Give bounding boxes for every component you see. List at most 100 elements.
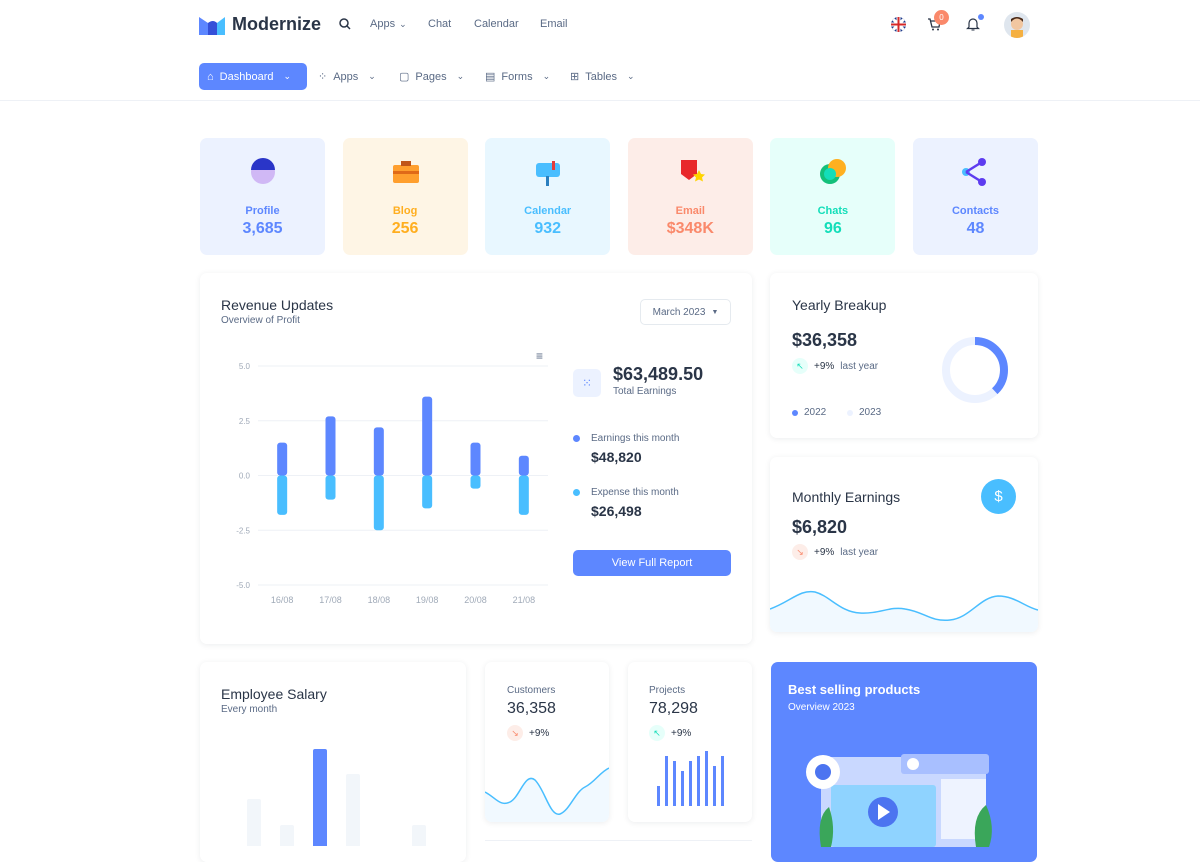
monthly-change: ↘ +9% last year [792, 544, 878, 560]
search-icon[interactable] [339, 17, 351, 35]
stat-value: 256 [391, 220, 419, 237]
expense-bar [325, 475, 336, 500]
top-link-calendar[interactable]: Calendar [474, 18, 519, 30]
x-tick-label: 19/08 [416, 595, 439, 605]
projects-change: ↖ +9% [649, 725, 691, 741]
yearly-change: ↖ +9% last year [792, 358, 878, 374]
profile-icon [251, 158, 275, 184]
card-title: Monthly Earnings [792, 489, 901, 505]
projects-bar [665, 756, 668, 806]
view-full-report-button[interactable]: View Full Report [573, 550, 731, 576]
earnings-dot [573, 435, 580, 442]
stat-card-email[interactable]: Email $348K [627, 138, 753, 255]
projects-bar [673, 761, 676, 806]
top-link-email[interactable]: Email [540, 18, 568, 30]
monthly-earnings-card: Monthly Earnings $ $6,820 ↘ +9% last year [770, 457, 1038, 632]
stat-label: Chats [817, 205, 849, 217]
legend-2022: 2022 [792, 407, 826, 418]
earnings-label: Earnings this month [591, 433, 680, 444]
stat-card-blog[interactable]: Blog 256 [342, 138, 468, 255]
x-tick-label: 21/08 [513, 595, 536, 605]
home-icon: ⌂ [207, 70, 214, 83]
best-selling-card: Best selling products Overview 2023 [771, 662, 1037, 862]
expense-bar [277, 475, 288, 515]
earnings-bar [325, 416, 336, 476]
top-link-apps[interactable]: Apps ⌄ [370, 18, 407, 30]
total-earnings-value: $63,489.50 [613, 364, 704, 384]
salary-bar [346, 774, 360, 846]
email-flag-icon [680, 160, 705, 182]
notification-dot [978, 14, 984, 20]
expense-bar [373, 475, 384, 531]
chart-menu-icon[interactable]: ≡ [536, 349, 544, 363]
card-title: Best selling products [788, 682, 921, 697]
chat-bubbles-icon [820, 159, 847, 184]
stat-value: 932 [534, 220, 562, 237]
bell-icon[interactable] [966, 17, 980, 36]
stat-card-chats[interactable]: Chats 96 [770, 138, 896, 255]
projects-bar [705, 751, 708, 806]
nav-item-pages[interactable]: ▢ Pages ⌄ [399, 70, 465, 84]
nav-item-forms[interactable]: ▤ Forms ⌄ [485, 70, 551, 84]
projects-bar [689, 761, 692, 806]
salary-bar [313, 749, 327, 846]
revenue-chart: 5.0 2.5 0.0 -2.5 -5.0 16/08 17/08 18/08 19/08 20/… [236, 362, 548, 605]
stat-value: 3,685 [242, 220, 283, 237]
file-icon: ▤ [485, 71, 496, 83]
dollar-icon[interactable]: $ [981, 479, 1016, 514]
earnings-bar [518, 455, 529, 476]
expense-value: $26,498 [591, 503, 642, 519]
stat-card-calendar[interactable]: Calendar 932 [485, 138, 611, 255]
card-subtitle: Overview of Profit [221, 315, 300, 326]
projects-bar [681, 771, 684, 806]
x-tick-label: 16/08 [271, 595, 294, 605]
legend-2023: 2023 [847, 407, 881, 418]
earnings-value: $48,820 [591, 449, 642, 465]
stat-label: Calendar [524, 205, 572, 217]
customers-card: Customers 36,358 ↘ +9% [485, 662, 609, 822]
projects-bar [721, 756, 724, 806]
earnings-bar [373, 427, 384, 476]
nav-item-dashboard[interactable]: ⌂ Dashboard ⌄ [199, 63, 307, 90]
card-subtitle: Overview 2023 [788, 702, 855, 713]
x-tick-label: 20/08 [464, 595, 487, 605]
projects-bar [713, 766, 716, 806]
modernize-logo [199, 15, 225, 35]
card-title: Yearly Breakup [792, 297, 887, 313]
projects-bar-chart [657, 751, 724, 806]
x-tick-label: 17/08 [319, 595, 342, 605]
expense-dot [573, 489, 580, 496]
products-illustration [806, 754, 992, 847]
projects-value: 78,298 [649, 700, 698, 717]
donut-2022-segment [942, 337, 1008, 403]
next-card-edge [485, 840, 752, 850]
month-select[interactable]: March 2023 ▼ [640, 299, 731, 325]
stat-card-profile[interactable]: Profile 3,685 [200, 138, 325, 255]
grid-icon: ⁙ [573, 369, 601, 397]
stat-label: Contacts [951, 205, 1000, 217]
expense-label: Expense this month [591, 487, 679, 498]
stat-card-contacts[interactable]: Contacts 48 [913, 138, 1038, 255]
salary-bar [247, 799, 261, 846]
employee-salary-card: Employee Salary Every month [200, 662, 466, 862]
yearly-value: $36,358 [792, 330, 858, 350]
top-link-chat[interactable]: Chat [428, 18, 452, 30]
arrow-up-left-icon: ↖ [792, 358, 808, 374]
nav-item-apps[interactable]: ⁘ Apps ⌄ [318, 70, 376, 84]
stat-value: $348K [666, 220, 714, 237]
salary-bar [280, 825, 294, 846]
earnings-bar [470, 442, 481, 476]
yearly-donut-chart [942, 337, 1008, 403]
stat-label: Blog [392, 205, 418, 217]
earnings-bar [422, 396, 433, 476]
share-nodes-icon [962, 158, 986, 186]
projects-bar [697, 756, 700, 806]
arrow-up-left-icon: ↖ [649, 725, 665, 741]
expense-bar [518, 475, 529, 515]
uk-flag-icon[interactable] [891, 17, 906, 37]
arrow-down-right-icon: ↘ [507, 725, 523, 741]
nav-item-tables[interactable]: ⊞ Tables ⌄ [570, 70, 635, 84]
monthly-value: $6,820 [792, 517, 848, 537]
avatar[interactable] [1004, 12, 1030, 38]
briefcase-icon [392, 161, 419, 183]
